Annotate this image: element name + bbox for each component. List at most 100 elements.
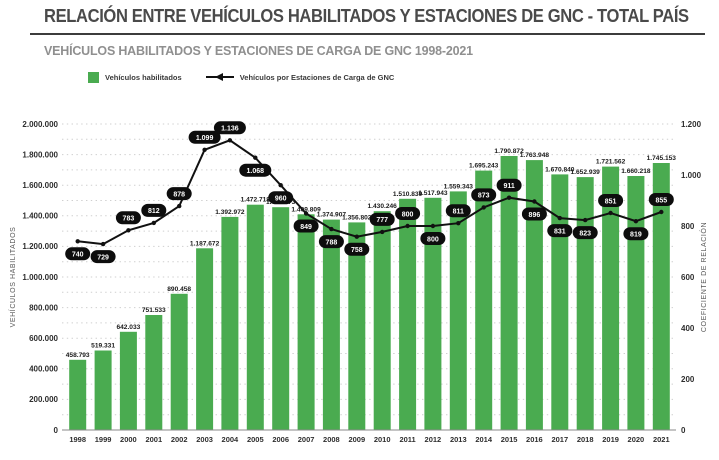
x-axis-year-label: 2019 [602,435,619,444]
x-axis-year-label: 1999 [95,435,112,444]
x-axis-year-label: 2017 [551,435,568,444]
line-value-label: 783 [123,216,135,223]
bar-value-label: 1.670.840 [545,166,575,173]
line-value-label: 1.068 [247,168,265,175]
bar [399,198,417,430]
line-point-marker [126,228,131,233]
line-point-marker [608,210,613,216]
x-axis-year-label: 2015 [501,435,518,444]
line-value-pill [572,226,598,240]
line-value-label: 960 [275,196,287,203]
bar-value-label: 1.392.972 [215,209,245,216]
bar [627,176,645,430]
line-point-marker [151,220,156,226]
line-point-marker [202,147,207,152]
x-axis-year-label: 2021 [653,435,670,444]
bar-value-label: 1.660.218 [621,168,651,175]
bar-value-label: 519.331 [91,343,115,350]
bar-value-label: 1.695.243 [469,163,499,170]
line-value-pill [623,227,649,241]
line-point-marker [430,223,436,229]
line-value-pill [213,121,246,135]
right-axis-tick: 1.200 [681,120,702,129]
line-value-pill [369,212,395,226]
line-value-label: 823 [579,230,591,237]
line-value-pill [496,178,522,192]
line-value-pill [395,207,421,220]
x-axis-year-label: 2013 [450,435,467,444]
bar-value-label: 1.652.939 [571,169,601,176]
right-axis-tick: 600 [681,273,695,282]
bar-value-label: 1.763.948 [520,152,550,159]
x-axis-year-label: 2010 [374,435,391,444]
line-value-label: 800 [427,236,439,243]
line-value-pill [188,130,221,144]
bar-value-label: 1.409.809 [291,206,321,213]
bar-value-label: 1.721.562 [596,159,626,166]
x-axis-year-label: 2008 [323,435,340,444]
line-point-marker [100,241,106,247]
left-axis-title: VEHÍCULOS HABILITADOS [8,227,17,328]
line-point-marker [354,234,359,239]
bar-value-label: 751.533 [142,307,166,314]
bar [348,222,366,430]
line-value-label: 851 [605,198,617,205]
bar [551,174,569,430]
bar [500,156,518,430]
bar [475,170,493,430]
bar [246,204,264,430]
legend: Vehículos habilitados Vehículos por Esta… [88,71,719,83]
bar-value-label: 458.793 [66,352,90,359]
line-point-marker [227,138,233,143]
line-point-marker [177,203,182,209]
line-value-pill [90,250,116,264]
line-value-label: 911 [503,183,514,190]
bar [297,214,315,430]
bar-value-label: 1.559.343 [444,183,474,190]
line-value-pill [547,224,573,238]
line-point-marker [380,229,385,235]
line-point-marker [659,209,664,215]
line-point-marker [583,217,588,223]
x-axis-year-label: 2016 [526,435,543,444]
line-point-marker [75,239,80,244]
x-axis-year-label: 2018 [577,435,594,444]
line-value-label: 831 [554,228,566,235]
x-axis-year-label: 2000 [120,435,137,444]
line-point-marker [557,215,562,221]
line-value-label: 819 [630,232,642,239]
bar [272,207,290,430]
line-value-pill [239,163,272,177]
right-axis-tick: 1.000 [681,171,702,180]
left-axis-tick: 1.600.000 [22,181,58,190]
bar [424,197,442,430]
line-value-pill [293,219,319,233]
left-axis-tick: 2.000.000 [22,120,58,129]
line-value-pill [521,207,547,221]
line-value-pill [318,235,344,249]
bar [69,359,87,430]
x-axis-year-label: 2006 [272,435,289,444]
line-value-label: 729 [97,254,109,261]
line-value-label: 849 [300,224,312,231]
bar-value-label: 1.356.802 [342,214,372,221]
right-axis-tick: 0 [681,426,686,435]
line-value-label: 896 [529,212,541,219]
x-axis-year-label: 2011 [399,435,415,444]
bar [525,160,543,430]
line-value-label: 788 [326,239,338,246]
legend-item-line: Vehículos por Estaciones de Carga de GNC [205,72,394,82]
bar [145,315,163,430]
line-point-marker [253,155,258,160]
x-axis-year-label: 2012 [425,435,442,444]
line-value-pill [115,211,141,225]
legend-label-bars: Vehículos habilitados [105,72,182,82]
bar-series-swatch-icon [88,71,99,83]
right-axis-title: COEFICIENTE DE RELACIÓN [699,222,708,332]
right-axis-tick: 200 [681,375,695,384]
line-point-marker [506,195,512,200]
line-point-marker [405,223,410,229]
x-axis-year-label: 2005 [247,435,264,444]
